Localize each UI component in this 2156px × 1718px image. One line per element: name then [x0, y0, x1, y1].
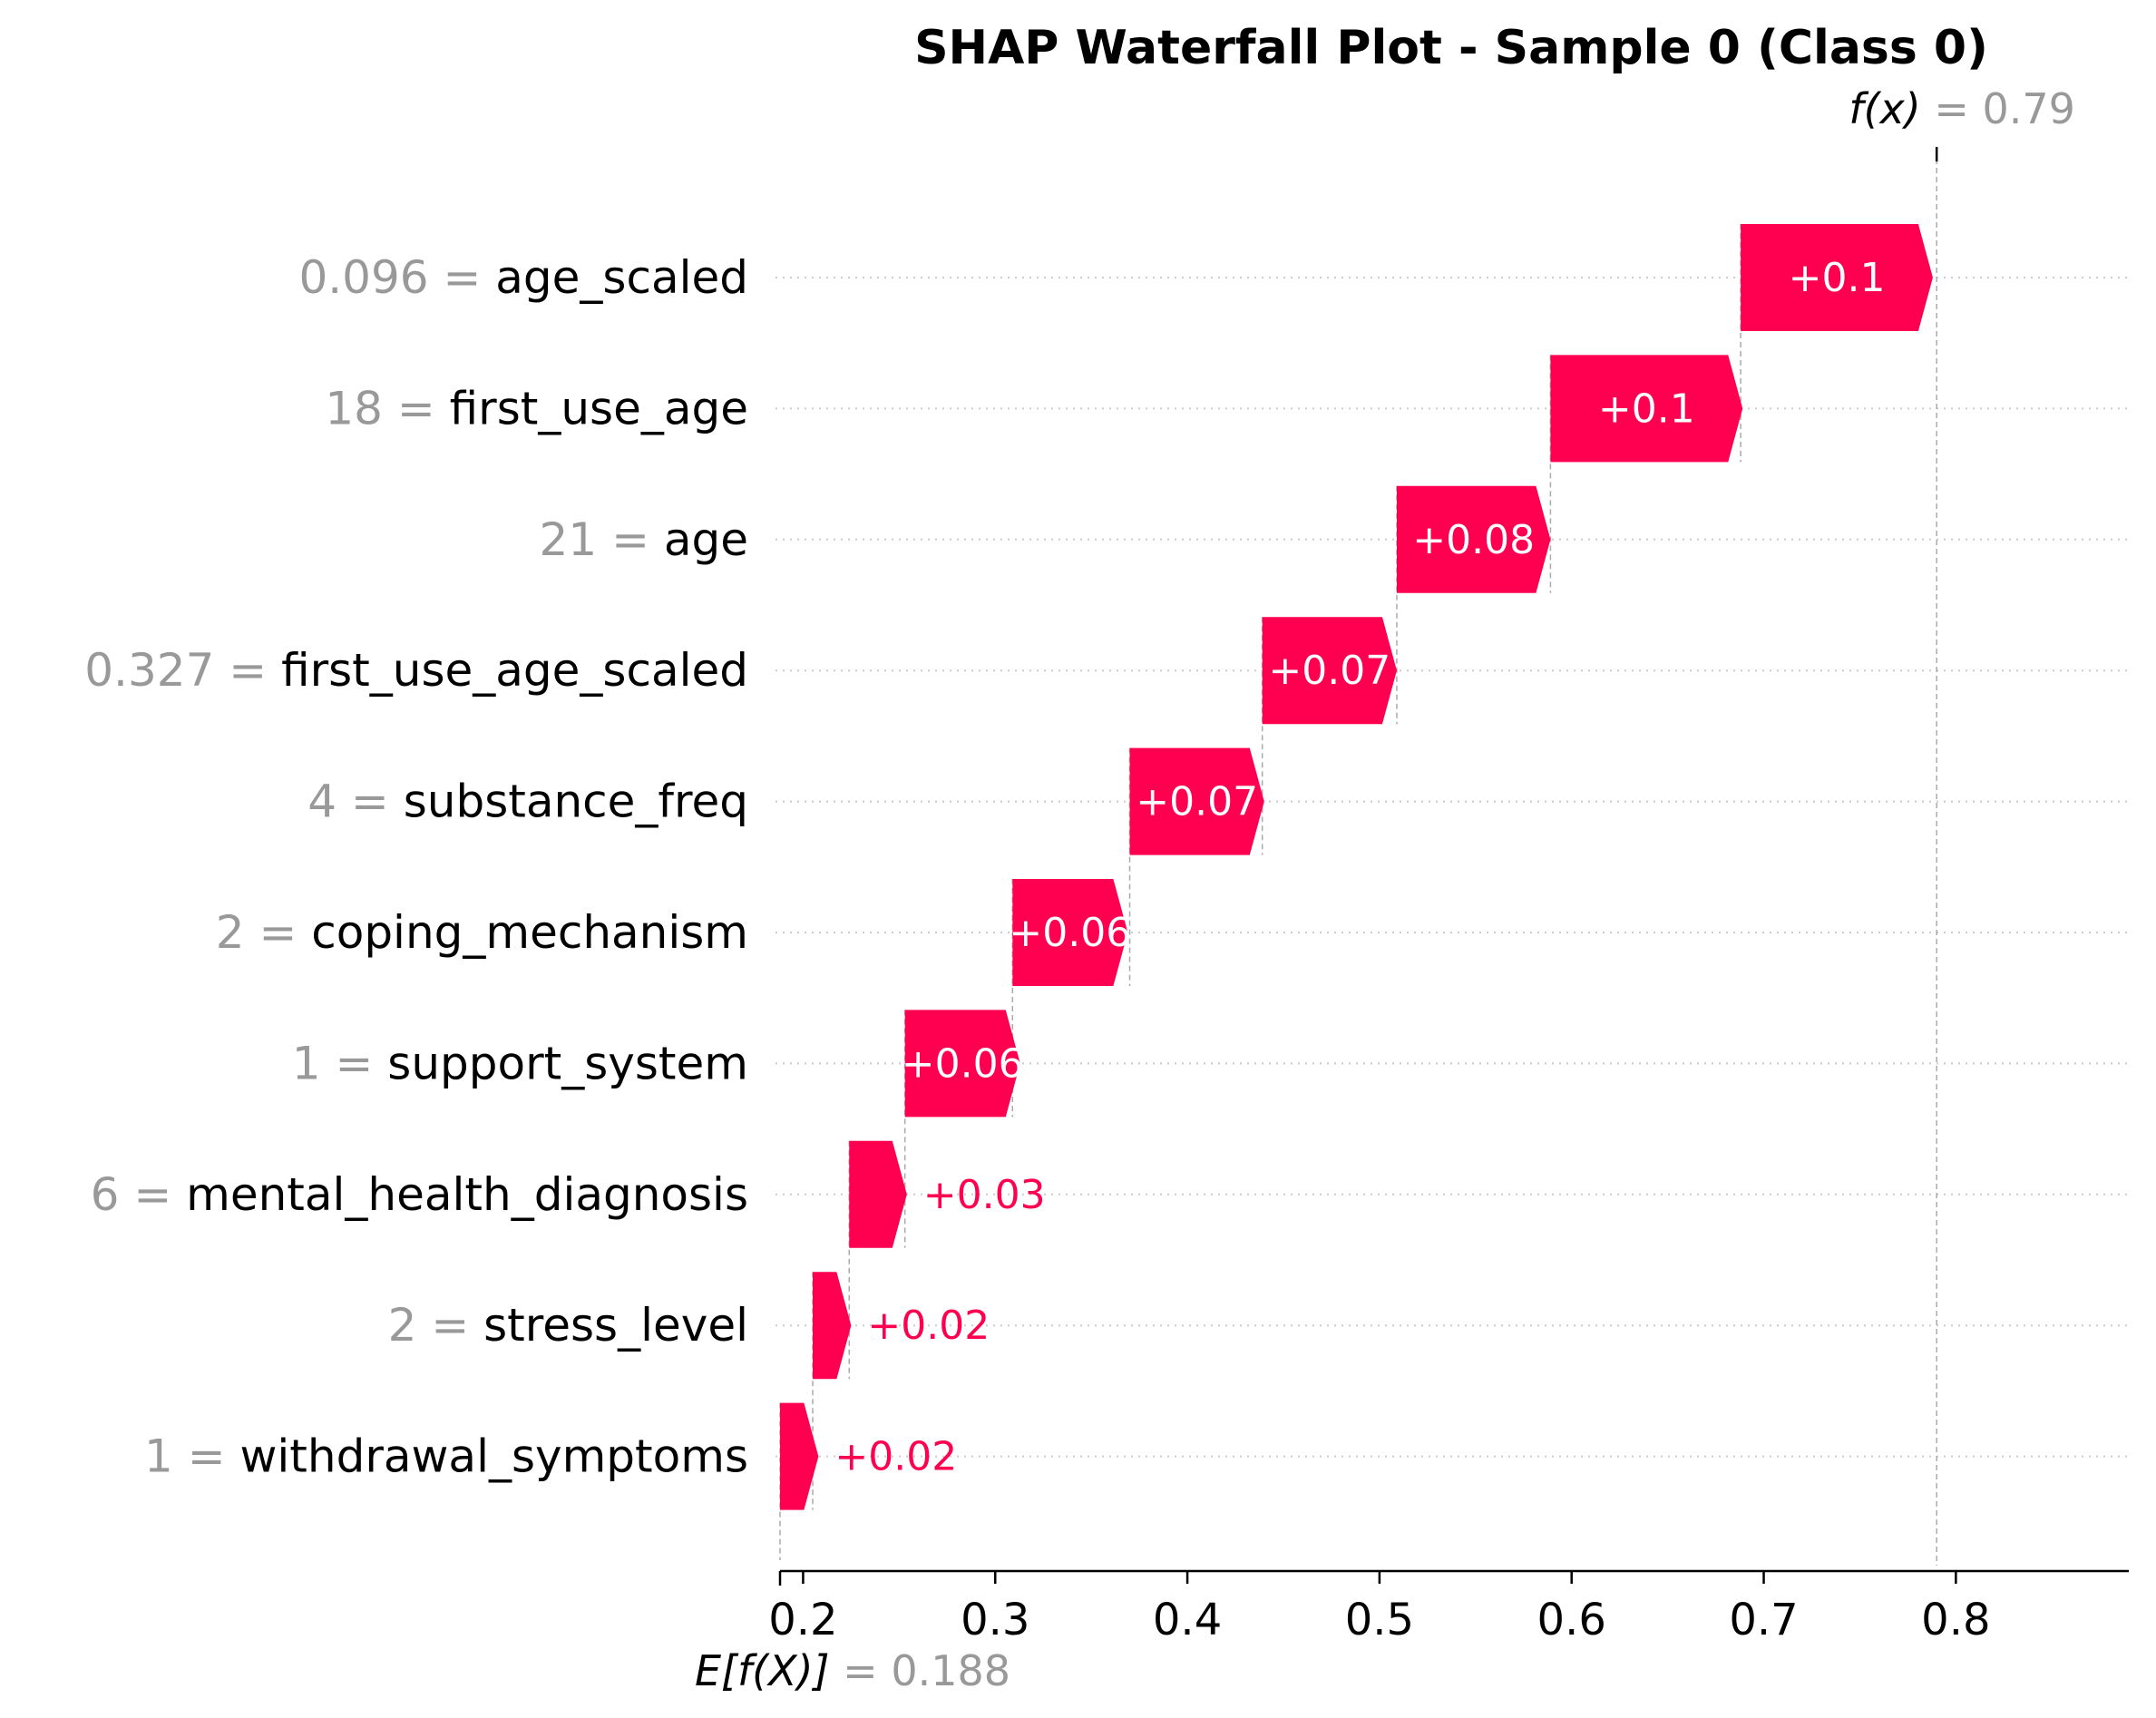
x-tick-label: 0.2	[768, 1595, 837, 1645]
feature-name: stress_level	[483, 1299, 748, 1352]
x-axis: 0.2 0.3 0.4 0.5 0.6 0.7 0.8	[768, 147, 2129, 1645]
feature-value: 0.096 =	[298, 251, 495, 304]
shap-value-label: +0.08	[1412, 517, 1535, 563]
feature-value: 18 =	[325, 382, 449, 434]
shap-bar	[813, 1272, 852, 1380]
base-value-annotation: E[f(X)] = 0.188	[695, 1646, 1010, 1695]
shap-bar	[1741, 224, 1933, 331]
shap-bar	[904, 1010, 1020, 1118]
shap-bar	[1396, 485, 1551, 593]
feature-value: 1 =	[292, 1037, 388, 1089]
feature-value: 4 =	[307, 776, 404, 828]
x-tick-label: 0.7	[1729, 1595, 1798, 1645]
feature-label: 0.096 = age_scaled	[298, 251, 748, 304]
shap-value-label: +0.02	[834, 1434, 957, 1480]
feature-label: 1 = withdrawal_symptoms	[144, 1430, 748, 1483]
x-tick-label: 0.4	[1153, 1595, 1222, 1645]
feature-label: 0.327 = first_use_age_scaled	[84, 644, 748, 697]
feature-label: 1 = support_system	[292, 1037, 748, 1089]
feature-label: 2 = stress_level	[388, 1299, 748, 1352]
feature-label: 2 = coping_mechanism	[216, 906, 748, 959]
base-value-number: = 0.188	[843, 1646, 1010, 1695]
shap-value-label: +0.1	[1598, 386, 1695, 432]
shap-bar	[1550, 355, 1743, 463]
feature-name: first_use_age	[450, 382, 748, 434]
shap-bar	[1129, 747, 1264, 855]
output-value-annotation: f(x) = 0.79	[1849, 84, 2075, 133]
annotations: E[f(X)] = 0.188 f(x) = 0.79	[695, 84, 2075, 1695]
output-value-number: = 0.79	[1934, 84, 2075, 133]
shap-bar	[1012, 879, 1128, 986]
feature-value: 0.327 =	[84, 644, 281, 697]
feature-value: 1 =	[144, 1430, 240, 1483]
feature-value: 2 =	[216, 906, 312, 959]
shap-value-label: +0.02	[867, 1303, 990, 1349]
feature-name: coping_mechanism	[311, 906, 748, 959]
feature-name: withdrawal_symptoms	[240, 1430, 748, 1483]
feature-value: 21 =	[540, 513, 664, 566]
shap-value-label: +0.07	[1136, 779, 1258, 825]
shap-bar	[780, 1402, 819, 1510]
feature-name: age_scaled	[495, 251, 748, 304]
feature-value: 6 =	[91, 1168, 187, 1221]
feature-value: 2 =	[388, 1299, 484, 1352]
feature-name: support_system	[387, 1037, 748, 1089]
feature-labels: 0.096 = age_scaled 18 = first_use_age 21 =…	[84, 251, 748, 1483]
feature-label: 18 = first_use_age	[325, 382, 748, 434]
x-tick-label: 0.5	[1345, 1595, 1414, 1645]
x-tick-label: 0.6	[1537, 1595, 1606, 1645]
shap-value-label: +0.06	[1009, 910, 1131, 956]
feature-name: mental_health_diagnosis	[186, 1168, 748, 1221]
chart-title: SHAP Waterfall Plot - Sample 0 (Class 0)	[914, 21, 1988, 75]
output-value-prefix: f(x)	[1849, 84, 1934, 133]
connector-lines	[779, 150, 1937, 1566]
feature-label: 4 = substance_freq	[307, 776, 748, 828]
feature-name: substance_freq	[404, 776, 748, 828]
shap-value-label: +0.07	[1268, 648, 1390, 694]
shap-value-label: +0.1	[1789, 255, 1886, 301]
x-tick-label: 0.3	[961, 1595, 1029, 1645]
feature-name: age	[664, 513, 748, 566]
feature-label: 6 = mental_health_diagnosis	[91, 1168, 748, 1221]
feature-name: first_use_age_scaled	[281, 644, 748, 697]
feature-label: 21 = age	[540, 513, 748, 566]
shap-bar	[849, 1140, 907, 1248]
shap-value-label: +0.06	[902, 1040, 1024, 1087]
grid-lines	[776, 277, 2129, 1458]
base-value-prefix: E[f(X)]	[695, 1646, 843, 1695]
bars: +0.1 +0.1 +0.08 +0.07 +0.07 +0.06 +0.06 +0.03 +0…	[780, 224, 1933, 1510]
shap-value-label: +0.03	[923, 1172, 1046, 1218]
shap-bar	[1262, 617, 1397, 725]
x-tick-label: 0.8	[1921, 1595, 1990, 1645]
